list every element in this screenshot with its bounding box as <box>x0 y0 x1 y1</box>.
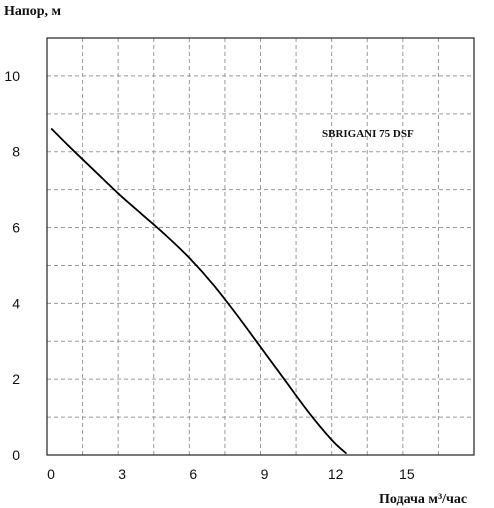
y-tick-label: 0 <box>12 447 20 463</box>
pump-curve-line <box>50 128 347 454</box>
y-tick-label: 6 <box>12 220 20 236</box>
y-tick-label: 4 <box>12 295 20 311</box>
tick-labels: 0 3 6 9 12 15 0 2 4 6 8 10 <box>4 68 414 482</box>
x-tick-label: 9 <box>261 466 269 482</box>
y-tick-label: 2 <box>12 371 20 387</box>
grid <box>47 38 474 455</box>
x-axis-title: Подача м³/час <box>379 492 467 507</box>
model-annotation: SBRIGANI 75 DSF <box>322 128 414 140</box>
series-layer <box>50 128 347 454</box>
x-tick-label: 3 <box>118 466 126 482</box>
x-tick-label: 0 <box>47 466 55 482</box>
plot-frame <box>46 37 475 456</box>
x-tick-label: 6 <box>189 466 197 482</box>
y-tick-label: 8 <box>12 144 20 160</box>
y-tick-label: 10 <box>4 68 20 84</box>
y-axis-title: Напор, м <box>4 4 62 19</box>
x-tick-label: 15 <box>399 466 415 482</box>
x-tick-label: 12 <box>328 466 344 482</box>
